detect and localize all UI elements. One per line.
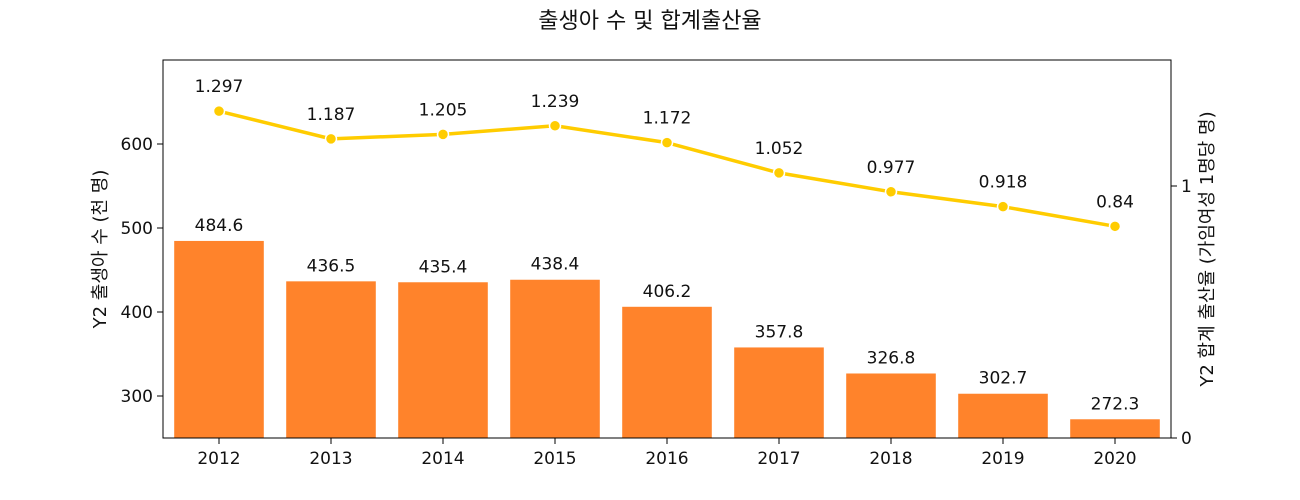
x-tick-label: 2019 [981, 449, 1024, 469]
x-tick-label: 2017 [757, 449, 800, 469]
chart-title: 출생아 수 및 합계출산율 [538, 9, 761, 34]
x-tick-label: 2015 [533, 449, 576, 469]
bar-value-label: 357.8 [755, 322, 804, 342]
line-point [660, 136, 674, 149]
x-tick-label: 2020 [1093, 449, 1136, 469]
bar [958, 393, 1048, 438]
axes: 300 400 500 600 0 1 2012 2013 2014 2015 2016 2017 20… [121, 59, 1192, 469]
line-value-label: 1.297 [195, 77, 244, 97]
bar [734, 347, 824, 438]
line-value-label: 1.172 [643, 109, 692, 129]
bar-value-label: 438.4 [531, 255, 580, 275]
line-point [884, 185, 898, 199]
x-tick-label: 2016 [645, 449, 688, 469]
x-tick-label: 2012 [197, 449, 240, 469]
line-point [996, 200, 1010, 213]
line-value-label: 0.84 [1096, 192, 1134, 212]
y-tick-label: 500 [121, 219, 153, 239]
x-tick-label: 2018 [869, 449, 912, 469]
bar-value-label: 484.6 [195, 216, 244, 236]
y-axis-label: Y2 출생아 수 (천 명) [90, 170, 111, 330]
line-value-label: 1.205 [419, 100, 468, 120]
y2-tick-label: 1 [1181, 177, 1192, 197]
line-point [436, 128, 450, 141]
line-value-label: 1.052 [755, 139, 804, 159]
line-point [772, 166, 786, 180]
bar-value-label: 326.8 [867, 348, 916, 368]
x-tick-label: 2013 [309, 449, 352, 469]
y2-tick-label: 0 [1181, 429, 1192, 449]
bar [846, 373, 936, 438]
bar [398, 282, 488, 438]
line-point [1108, 220, 1122, 233]
bar-value-label: 302.7 [979, 369, 1028, 389]
line-point [324, 132, 338, 146]
y2-axis-label: Y2 합계 출산율 (가임여성 1명당 명) [1197, 111, 1218, 387]
line-value-label: 1.187 [307, 105, 356, 125]
line-point [212, 104, 226, 118]
x-tick-label: 2014 [421, 449, 464, 469]
bar [622, 306, 712, 438]
bar [174, 240, 264, 438]
bar-series: 484.6 436.5 435.4 438.4 406.2 357.8 326.8 302.7… [174, 216, 1160, 438]
y-tick-label: 300 [121, 387, 153, 407]
line-series: 1.297 1.187 1.205 1.239 1.172 1.052 0.977 0.918… [195, 77, 1134, 233]
bar [510, 279, 600, 438]
line-value-label: 0.918 [979, 173, 1028, 193]
line-point [548, 119, 562, 133]
y-tick-label: 400 [121, 303, 153, 323]
bar-value-label: 435.4 [419, 257, 468, 277]
line-value-label: 1.239 [531, 92, 580, 112]
y-tick-label: 600 [121, 135, 153, 155]
bar-value-label: 436.5 [307, 256, 356, 276]
bar-value-label: 272.3 [1091, 394, 1140, 414]
bar [286, 281, 376, 438]
bar [1070, 419, 1160, 438]
line-value-label: 0.977 [867, 158, 916, 178]
bar-value-label: 406.2 [643, 282, 692, 302]
